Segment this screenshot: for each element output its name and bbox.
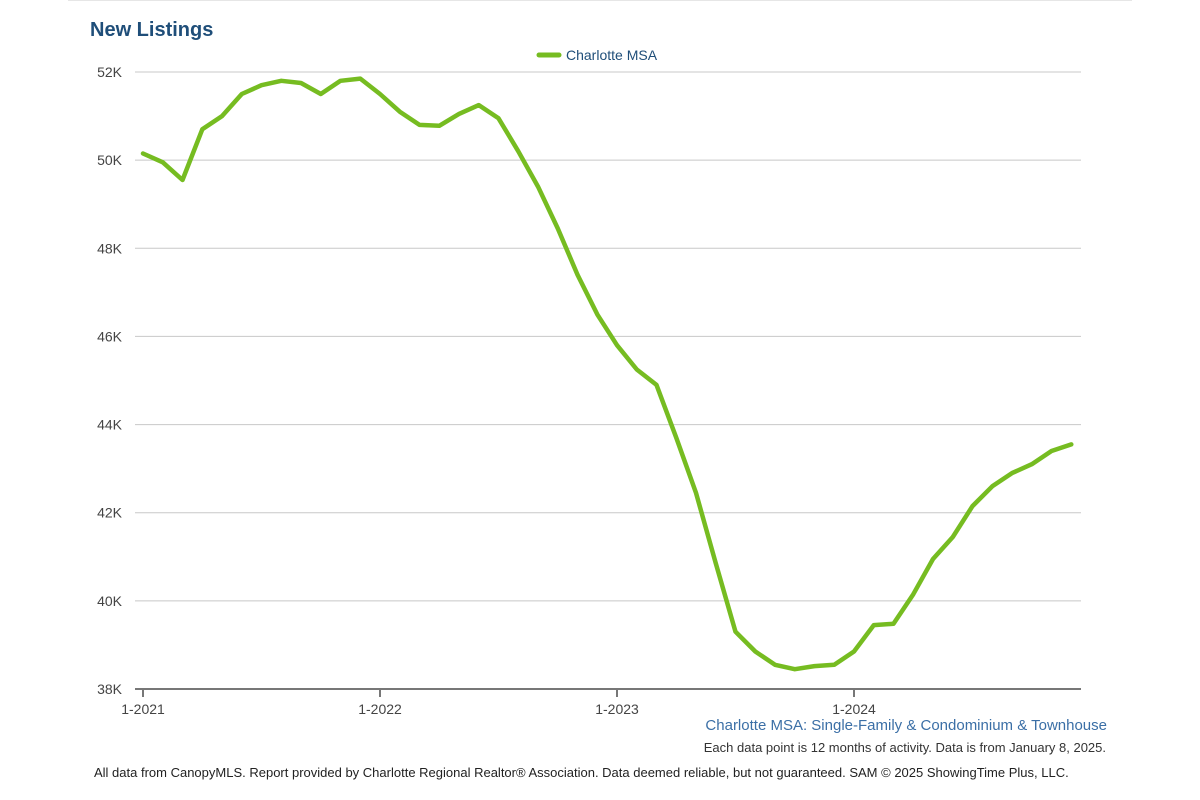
data-point (497, 116, 500, 120)
y-tick-label: 38K (97, 681, 123, 697)
data-point (398, 110, 402, 114)
x-tick-label: 1-2023 (595, 701, 639, 717)
data-point (852, 650, 856, 654)
data-point (418, 123, 421, 127)
x-tick-label: 1-2021 (121, 701, 165, 717)
data-point (536, 185, 540, 189)
data-point (793, 667, 797, 671)
data-point (161, 160, 165, 164)
axis-layer: 38K 40K 42K 44K 46K 48K 50K 52K 1-2021 1-2022 1-20… (97, 64, 1081, 717)
legend: Charlotte MSA (536, 47, 658, 63)
data-point (951, 535, 955, 539)
data-point (279, 79, 283, 83)
data-point (556, 226, 560, 230)
data-point (200, 127, 204, 131)
data-point (240, 92, 244, 96)
y-tick-label: 44K (97, 417, 123, 433)
y-tick-label: 40K (97, 593, 123, 609)
data-point (615, 343, 619, 347)
data-point (457, 112, 461, 116)
data-point (773, 663, 777, 667)
data-point (358, 77, 362, 81)
legend-label: Charlotte MSA (566, 47, 658, 63)
data-note: Each data point is 12 months of activity… (703, 740, 1106, 755)
data-point (832, 663, 836, 667)
footer-disclaimer: All data from CanopyMLS. Report provided… (94, 765, 1069, 780)
data-point (694, 491, 698, 495)
data-point (319, 92, 323, 96)
data-point (753, 650, 757, 654)
y-tick-label: 42K (97, 505, 123, 521)
x-tick-label: 1-2022 (358, 701, 402, 717)
series-layer (140, 76, 1074, 672)
data-point (911, 592, 915, 596)
data-point (990, 484, 994, 488)
data-point (516, 149, 520, 153)
x-tick-label: 1-2024 (832, 701, 876, 717)
data-point (635, 367, 639, 371)
grid-layer (135, 71, 1081, 602)
data-point (299, 81, 303, 85)
data-point (477, 103, 481, 107)
data-point (260, 83, 263, 87)
y-tick-label: 48K (97, 240, 123, 256)
data-point (734, 630, 737, 634)
data-point (220, 114, 224, 118)
chart-subtitle: Charlotte MSA: Single-Family & Condomini… (705, 717, 1107, 734)
data-point (437, 124, 441, 128)
data-point (339, 79, 342, 83)
data-point (714, 561, 718, 565)
data-point (378, 92, 382, 96)
data-point (872, 623, 876, 627)
data-point (931, 557, 935, 561)
data-point (892, 622, 895, 626)
data-point (971, 504, 974, 508)
y-tick-label: 46K (97, 328, 123, 344)
data-point (1050, 449, 1053, 453)
data-point (1069, 442, 1073, 446)
data-point (1010, 471, 1014, 475)
top-border-line (68, 0, 1132, 1)
chart-title: New Listings (90, 19, 214, 41)
y-tick-label: 52K (97, 64, 123, 80)
series-line (140, 76, 1074, 672)
data-point (813, 664, 816, 668)
data-point (1030, 462, 1034, 466)
data-point (181, 178, 184, 182)
y-tick-label: 50K (97, 152, 123, 168)
data-point (595, 312, 599, 316)
data-point (141, 152, 145, 156)
data-point (576, 273, 579, 277)
data-point (674, 436, 678, 440)
data-point (655, 383, 658, 387)
